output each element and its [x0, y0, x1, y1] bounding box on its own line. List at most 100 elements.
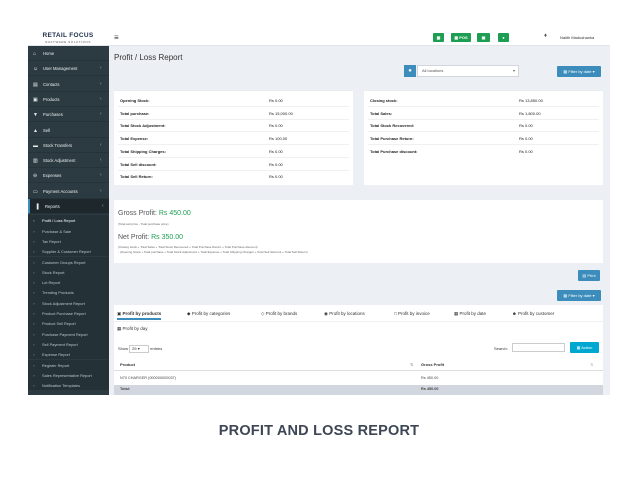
sort-icon[interactable]: ⇅ — [410, 362, 414, 367]
report-item-trending-products[interactable]: ▫ Trending Products — [28, 287, 109, 298]
summary-value: Rs 0.00 — [269, 174, 283, 180]
sort-icon[interactable]: ⇅ — [590, 362, 594, 367]
sidebar-item-products[interactable]: ▣ Products ‹ — [28, 92, 109, 107]
col-gross-profit[interactable]: Gross Profit — [421, 362, 445, 367]
tab-profit-by-date[interactable]: ▦ Profit by date — [454, 308, 486, 320]
net-profit-note-1: (Closing stock + Total Sales + Total Sto… — [118, 245, 258, 249]
report-item-purchase-sale[interactable]: ▫ Purchase & Sale — [28, 225, 109, 236]
report-item-purchase-payment-report[interactable]: ▫ Purchase Payment Report — [28, 328, 109, 339]
report-item-customer-groups-report[interactable]: ▫ Customer Groups Report — [28, 256, 109, 267]
report-item-stock-report[interactable]: ▫ Stock Report — [28, 266, 109, 278]
report-item-product-sell-report[interactable]: ▫ Product Sell Report — [28, 318, 109, 329]
summary-label: Opening Stock: — [120, 98, 150, 103]
summary-label: Total Purchase Return: — [370, 136, 414, 142]
summary-row: Closing stock: Rs 13,850.00 — [370, 98, 595, 104]
filter-by-date-button-2[interactable]: ▦ Filter by date ▾ — [557, 290, 601, 301]
report-item-expense-report[interactable]: ▫ Expense Report — [28, 349, 109, 360]
user-menu[interactable]: Nalith Madushanka — [560, 35, 595, 40]
tab-profit-by-customer[interactable]: ☻ Profit by customer — [512, 308, 554, 320]
report-item-lot-report[interactable]: ▫ Lot Report — [28, 277, 109, 288]
pos-button[interactable]: ▦ POS — [451, 33, 471, 42]
row-gross-profit: Rs 450.00 — [421, 376, 439, 380]
calendar-icon: ▦ — [563, 69, 568, 74]
report-item-tax-report[interactable]: ▫ Tax Report — [28, 235, 109, 247]
chevron-left-icon: ‹ — [100, 141, 102, 148]
sidebar-item-label: User Management — [43, 66, 78, 72]
filter-by-date-button[interactable]: ▦ Filter by date ▾ — [557, 66, 601, 77]
tab-profit-by-categories[interactable]: ◆ Profit by categories — [187, 308, 230, 320]
tab-profit-by-products[interactable]: ▣ Profit by products — [117, 308, 162, 320]
summary-label: Total Expense: — [120, 136, 149, 142]
report-item-register-report[interactable]: ▫ Register Report — [28, 359, 109, 370]
money-icon[interactable]: ▣ — [477, 33, 490, 42]
summary-label: Total purchase: — [120, 110, 150, 116]
summary-row: Total Stock Recovered: Rs 0.00 — [370, 123, 595, 129]
arrow-circle-up-icon: ▲ — [33, 127, 38, 134]
entries-value: 25 — [132, 346, 137, 351]
sidebar-item-purchases[interactable]: ▼ Purchases ‹ — [28, 107, 109, 123]
report-item-sell-payment-report[interactable]: ▫ Sell Payment Report — [28, 338, 109, 350]
sidebar-item-reports[interactable]: ▐ Reports ‹ — [28, 199, 109, 214]
sidebar-item-label: Stock Transfers — [43, 142, 73, 148]
sidebar-item-payment-accounts[interactable]: ▭ Payment Accounts ‹ — [28, 184, 109, 199]
top-bar: RETAIL FOCUS SOFTWARE SOLUTIONS ≡ ▦ ▦ PO… — [28, 30, 610, 46]
summary-value: Rs 0.00 — [269, 98, 283, 103]
net-profit-note-2: - (Opening Stock + Total purchase + Tota… — [118, 250, 308, 254]
chevron-left-icon: ‹ — [100, 172, 102, 179]
bell-icon[interactable]: ♦ — [544, 33, 548, 39]
search-input[interactable] — [512, 343, 565, 352]
print-button[interactable]: ▤ Print — [578, 270, 600, 281]
gross-profit-value: Rs 450.00 — [158, 210, 191, 217]
row-divider — [118, 156, 349, 158]
chevron-left-icon: ‹ — [100, 65, 102, 72]
clock-icon[interactable]: ● — [498, 33, 509, 42]
report-item-product-purchase-report[interactable]: ▫ Product Purchase Report — [28, 308, 109, 319]
summary-label: Total Sales: — [370, 110, 393, 116]
cubes-icon: ▣ — [117, 311, 123, 316]
report-item-sales-representative-report[interactable]: ▫ Sales Representative Report — [28, 369, 109, 381]
summary-value: Rs 13,850.00 — [519, 98, 543, 103]
report-item-supplier-customer-report[interactable]: ▫ Supplier & Customer Report — [28, 246, 109, 257]
tab-profit-by-brands[interactable]: ◇ Profit by brands — [261, 308, 297, 320]
sidebar-item-contacts[interactable]: ▤ Contacts ‹ — [28, 77, 109, 92]
action-button[interactable]: ▦ Action — [570, 342, 599, 353]
entries-select[interactable]: 25 ▾ — [129, 345, 150, 353]
row-divider — [118, 106, 349, 107]
summary-row: Opening Stock: Rs 0.00 — [120, 98, 345, 104]
sidebar-item-label: Payment Accounts — [43, 188, 78, 194]
tab-profit-by-day[interactable]: ▦ Profit by day — [117, 323, 148, 335]
report-item-label: Lot Report — [42, 280, 61, 286]
report-icon: ▫ — [33, 300, 35, 306]
report-item-label: Notification Templates — [42, 383, 80, 389]
summary-row: Total Purchase Return: Rs 0.00 — [370, 136, 595, 142]
tab-profit-by-locations[interactable]: ◉ Profit by locations — [324, 308, 365, 320]
report-item-label: Supplier & Customer Report — [42, 249, 91, 255]
sidebar-item-user-management[interactable]: ☺ User Management ‹ — [28, 61, 109, 77]
user-icon: ☻ — [512, 311, 518, 316]
summary-right-panel: Closing stock: Rs 13,850.00 Total Sales: Rs… — [364, 90, 603, 185]
menu-toggle-icon[interactable]: ≡ — [114, 33, 119, 42]
profit-tabs-box: Show 25 ▾ entries Search: ▦ Action Produ… — [114, 305, 603, 395]
col-product[interactable]: Product — [120, 362, 136, 367]
location-select[interactable]: All locations ▾ — [417, 65, 519, 77]
chevron-left-icon: ‹ — [100, 111, 102, 118]
report-icon: ▫ — [33, 249, 35, 255]
report-icon: ▫ — [33, 228, 35, 234]
search-label: Search: — [494, 346, 508, 351]
sidebar-item-stock-transfers[interactable]: ▬ Stock Transfers ‹ — [28, 138, 109, 153]
report-item-notification-templates[interactable]: ▫ Notification Templates — [28, 380, 109, 391]
summary-row: Total Sell Return: Rs 0.00 — [120, 174, 345, 180]
sidebar-item-stock-adjustment[interactable]: ▥ Stock Adjustment ‹ — [28, 153, 109, 169]
tab-profit-by-invoice[interactable]: □ Profit by invoice — [394, 308, 430, 320]
report-item-stock-adjustment-report[interactable]: ▫ Stock Adjustment Report — [28, 297, 109, 308]
sidebar-item-home[interactable]: ⌂ Home — [28, 46, 109, 61]
gross-profit-label: Gross Profit: — [118, 210, 157, 217]
report-icon: ▫ — [33, 218, 35, 224]
summary-row: Total Purchase discount: Rs 0.00 — [370, 149, 595, 155]
sidebar-item-expenses[interactable]: ⊖ Expenses ‹ — [28, 168, 109, 184]
report-item-label: Stock Report — [42, 269, 65, 275]
calculator-icon[interactable]: ▦ — [433, 33, 444, 42]
report-item-profit-loss-report[interactable]: ▫ Profit / Loss Report — [28, 215, 109, 226]
logo[interactable]: RETAIL FOCUS SOFTWARE SOLUTIONS — [28, 30, 108, 46]
sidebar-item-sell[interactable]: ▲ Sell — [28, 123, 109, 138]
